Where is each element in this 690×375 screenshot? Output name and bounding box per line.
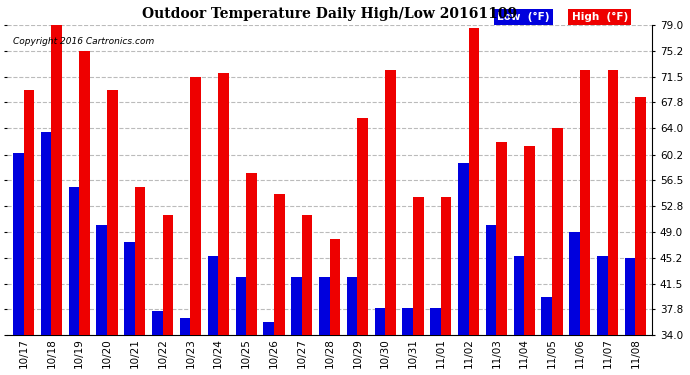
Bar	[542, 297, 552, 375]
Bar	[235, 277, 246, 375]
Bar	[580, 70, 591, 375]
Bar	[319, 277, 330, 375]
Bar	[385, 70, 396, 375]
Bar	[608, 70, 618, 375]
Bar	[52, 25, 62, 375]
Bar	[431, 308, 441, 375]
Bar	[347, 277, 357, 375]
Bar	[635, 98, 646, 375]
Bar	[97, 225, 107, 375]
Bar	[291, 277, 302, 375]
Bar	[218, 73, 229, 375]
Bar	[124, 242, 135, 375]
Bar	[375, 308, 385, 375]
Bar	[413, 197, 424, 375]
Title: Outdoor Temperature Daily High/Low 20161109: Outdoor Temperature Daily High/Low 20161…	[142, 7, 517, 21]
Bar	[135, 187, 146, 375]
Bar	[524, 146, 535, 375]
Bar	[180, 318, 190, 375]
Bar	[441, 197, 451, 375]
Bar	[302, 214, 313, 375]
Bar	[163, 214, 173, 375]
Bar	[513, 256, 524, 375]
Bar	[264, 322, 274, 375]
Text: High  (°F): High (°F)	[571, 12, 628, 22]
Bar	[569, 232, 580, 375]
Bar	[458, 163, 469, 375]
Bar	[496, 142, 507, 375]
Bar	[330, 239, 340, 375]
Bar	[41, 132, 52, 375]
Text: Copyright 2016 Cartronics.com: Copyright 2016 Cartronics.com	[13, 37, 155, 46]
Bar	[552, 128, 562, 375]
Bar	[246, 173, 257, 375]
Bar	[107, 90, 117, 375]
Bar	[152, 311, 163, 375]
Bar	[469, 28, 479, 375]
Bar	[625, 258, 635, 375]
Bar	[13, 153, 23, 375]
Bar	[79, 51, 90, 375]
Bar	[486, 225, 496, 375]
Bar	[274, 194, 284, 375]
Bar	[23, 90, 34, 375]
Bar	[208, 256, 218, 375]
Bar	[357, 118, 368, 375]
Bar	[597, 256, 608, 375]
Bar	[190, 76, 201, 375]
Text: Low  (°F): Low (°F)	[497, 12, 550, 22]
Bar	[69, 187, 79, 375]
Bar	[402, 308, 413, 375]
